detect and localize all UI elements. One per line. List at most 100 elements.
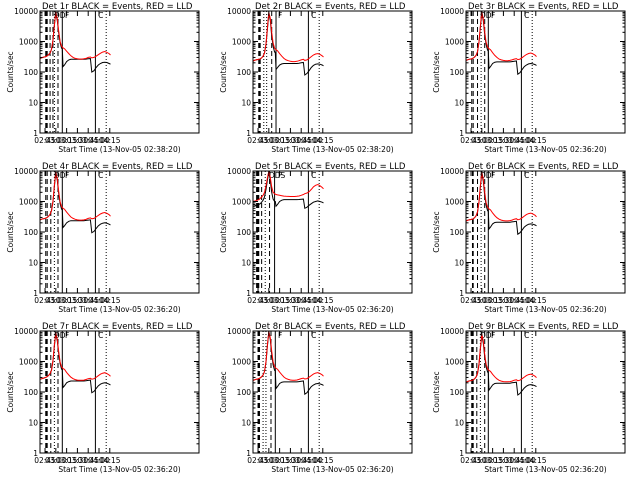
x-tick-label: 04:15 — [312, 296, 334, 305]
plot-frame — [252, 330, 413, 454]
x-axis-label: Start Time (13-Nov-05 02:36:20) — [484, 145, 606, 154]
x-tick-label: 03:15 — [269, 456, 291, 465]
event-annotation: C — [311, 171, 316, 180]
x-axis-label: Start Time (13-Nov-05 02:36:20) — [271, 305, 393, 314]
x-tick-label: 02:45 — [247, 136, 269, 145]
x-tick-label: 03:30 — [67, 456, 89, 465]
x-tick-label: 03:00 — [471, 296, 493, 305]
x-tick-label: 03:45 — [503, 136, 525, 145]
y-tick-label: 10000 — [227, 7, 251, 16]
y-tick-label: 10000 — [227, 327, 251, 336]
x-axis-label: Start Time (13-Nov-05 02:36:20) — [484, 305, 606, 314]
x-tick-label: 03:45 — [503, 456, 525, 465]
x-tick-label: 03:30 — [493, 136, 515, 145]
events-curve — [466, 13, 537, 76]
y-tick-label: 1 — [246, 449, 251, 458]
event-annotation: F — [491, 11, 495, 20]
x-tick-label: 03:15 — [269, 296, 291, 305]
plot-frame — [39, 170, 200, 294]
y-tick-label: 1000 — [232, 38, 251, 47]
x-tick-label: 03:45 — [503, 296, 525, 305]
event-annotation: DD — [480, 171, 492, 180]
x-tick-label: 02:45 — [247, 296, 269, 305]
event-annotation: F — [491, 331, 495, 340]
x-tick-label: 03:15 — [482, 136, 504, 145]
y-tick-label: 100 — [237, 68, 252, 77]
x-axis-label: Start Time (13-Nov-05 02:36:20) — [271, 465, 393, 474]
x-tick-label: 03:30 — [493, 296, 515, 305]
x-tick-label: 03:30 — [280, 136, 302, 145]
x-tick-label: 02:45 — [34, 456, 56, 465]
panel-title: Det 9r BLACK = Events, RED = LLD — [468, 322, 619, 332]
y-tick-label: 10 — [28, 419, 38, 428]
event-annotation: C — [524, 171, 529, 180]
x-tick-label: 04:00 — [88, 136, 110, 145]
y-tick-label: 1000 — [19, 358, 38, 367]
x-tick-label: 03:15 — [482, 296, 504, 305]
y-tick-label: 1000 — [445, 198, 464, 207]
lld-curve — [40, 332, 111, 381]
events-curve — [466, 173, 537, 236]
x-tick-label: 04:15 — [312, 456, 334, 465]
x-tick-label: 03:00 — [258, 296, 280, 305]
x-tick-label: 04:15 — [312, 136, 334, 145]
x-tick-label: 04:00 — [88, 296, 110, 305]
x-tick-label: 03:15 — [269, 136, 291, 145]
plot-frame — [465, 330, 626, 454]
x-tick-label: 03:15 — [482, 456, 504, 465]
plot-frame — [252, 10, 413, 134]
x-tick-label: 04:00 — [514, 136, 536, 145]
events-curve — [253, 332, 324, 396]
panel-title: Det 6r BLACK = Events, RED = LLD — [468, 162, 619, 172]
x-tick-label: 04:00 — [514, 296, 536, 305]
x-axis-label: Start Time (13-Nov-05 02:38:20) — [58, 145, 180, 154]
x-tick-label: 03:45 — [77, 296, 99, 305]
x-tick-label: 02:45 — [460, 136, 482, 145]
event-annotation: DD — [54, 11, 66, 20]
x-tick-label: 03:15 — [56, 456, 78, 465]
lld-curve — [466, 333, 537, 383]
event-annotation: C — [311, 331, 316, 340]
y-tick-label: 1 — [459, 129, 464, 138]
lld-curve — [253, 331, 324, 381]
event-annotation: F — [278, 11, 282, 20]
y-tick-label: 1 — [33, 449, 38, 458]
y-tick-label: 10 — [454, 99, 464, 108]
y-axis-label: Counts/sec — [432, 371, 441, 412]
y-tick-label: 1 — [33, 289, 38, 298]
y-tick-label: 10 — [28, 259, 38, 268]
lld-curve — [253, 171, 324, 202]
y-tick-label: 10 — [28, 99, 38, 108]
y-tick-label: 10000 — [14, 167, 38, 176]
y-axis-label: Counts/sec — [219, 211, 228, 252]
y-tick-label: 1 — [246, 129, 251, 138]
x-tick-label: 03:30 — [67, 296, 89, 305]
x-tick-label: 04:15 — [99, 136, 121, 145]
y-tick-label: 100 — [450, 228, 465, 237]
x-tick-label: 03:00 — [45, 296, 67, 305]
y-tick-label: 100 — [450, 68, 465, 77]
x-tick-label: 04:00 — [301, 136, 323, 145]
event-annotation: DD — [480, 331, 492, 340]
x-tick-label: 03:45 — [290, 296, 312, 305]
event-annotation: DD — [54, 171, 66, 180]
lld-curve — [253, 12, 324, 63]
x-tick-label: 03:45 — [290, 136, 312, 145]
lld-curve — [466, 11, 537, 62]
panel-title: Det 2r BLACK = Events, RED = LLD — [255, 2, 406, 12]
y-tick-label: 10 — [241, 99, 251, 108]
plot-frame — [465, 10, 626, 134]
x-tick-label: 04:15 — [525, 136, 547, 145]
y-tick-label: 1000 — [232, 358, 251, 367]
y-tick-label: 100 — [24, 388, 39, 397]
x-tick-label: 03:45 — [290, 456, 312, 465]
y-axis-label: Counts/sec — [432, 51, 441, 92]
x-tick-label: 03:45 — [77, 136, 99, 145]
lld-curve — [466, 171, 537, 222]
